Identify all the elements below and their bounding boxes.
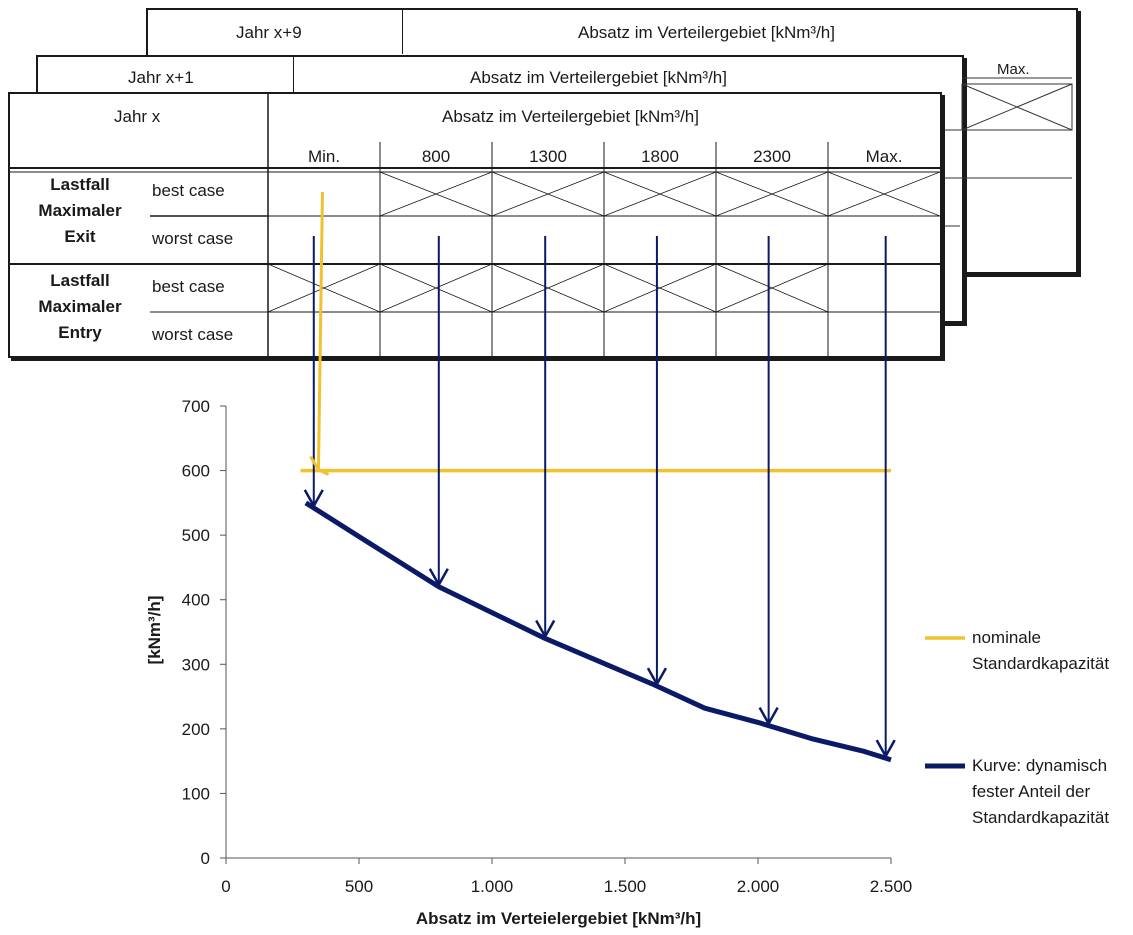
cross-mark [603, 171, 717, 217]
cross-mark [715, 171, 829, 217]
legend-label: Standardkapazität [972, 808, 1109, 827]
load-case-label: Maximaler [38, 297, 122, 316]
arrow-head [875, 739, 896, 759]
column-header: Min. [307, 147, 341, 166]
load-case-label: Lastfall [50, 271, 110, 290]
y-tick-label: 600 [182, 462, 210, 481]
divider [293, 57, 294, 97]
legend-label: nominale [972, 628, 1041, 647]
cross-mark [267, 263, 381, 313]
y-tick-label: 200 [182, 720, 210, 739]
x-tick-label: 1.500 [604, 877, 647, 896]
y-tick-label: 700 [182, 397, 210, 416]
yellow-arrow-line [316, 191, 324, 469]
cross-mark [491, 263, 605, 313]
cross-mark [379, 171, 493, 217]
y-tick-label: 100 [182, 784, 210, 803]
load-case-label: Lastfall [50, 175, 110, 194]
header-label-x1: Absatz im Verteilergebiet [kNm³/h] [470, 68, 727, 87]
cross-mark [379, 263, 493, 313]
x-tick-label: 2.000 [737, 877, 780, 896]
column-header: 1300 [529, 147, 567, 166]
column-header: Max. [865, 147, 903, 166]
y-axis-label: [kNm³/h] [145, 596, 164, 665]
case-label: worst case [152, 229, 234, 248]
legend-label: Kurve: dynamisch [972, 756, 1107, 775]
header-label-x: Absatz im Verteilergebiet [kNm³/h] [442, 107, 699, 126]
year-label-x: Jahr x [114, 107, 161, 126]
cross-mark [715, 263, 829, 313]
x-tick-label: 500 [345, 877, 373, 896]
table-sheet-year-x: Jahr x Absatz im Verteilergebiet [kNm³/h… [8, 92, 942, 358]
arrow-head [758, 707, 779, 727]
arrow-head [428, 568, 449, 588]
column-header: 2300 [753, 147, 791, 166]
divider [402, 10, 403, 54]
column-header: 800 [421, 147, 451, 166]
arrow-head [646, 667, 668, 687]
y-tick-label: 0 [201, 849, 210, 868]
year-label-x9: Jahr x+9 [236, 23, 302, 42]
front-table-grid [10, 94, 940, 356]
cross-mark [491, 171, 605, 217]
y-tick-label: 400 [182, 591, 210, 610]
series-line-kurve [304, 500, 892, 763]
x-tick-label: 1.000 [471, 877, 514, 896]
legend-label: fester Anteil der [972, 782, 1090, 801]
case-label: best case [152, 181, 225, 200]
arrow-head [303, 489, 324, 509]
load-case-label: Maximaler [38, 201, 122, 220]
column-header: 1800 [641, 147, 679, 166]
x-tick-label: 0 [221, 877, 230, 896]
year-label-x1: Jahr x+1 [128, 68, 194, 87]
load-case-label: Entry [58, 323, 102, 342]
max-label-back: Max. [997, 61, 1030, 78]
case-label: worst case [152, 325, 234, 344]
cross-mark [603, 263, 717, 313]
arrow-head [535, 619, 556, 640]
legend-label: Standardkapazität [972, 654, 1109, 673]
x-axis-label: Absatz im Verteielergebiet [kNm³/h] [416, 909, 701, 928]
case-label: best case [152, 277, 225, 296]
x-tick-label: 2.500 [870, 877, 913, 896]
yellow-arrow-head [309, 455, 330, 476]
cross-mark [827, 171, 940, 217]
load-case-label: Exit [64, 227, 96, 246]
y-tick-label: 300 [182, 655, 210, 674]
y-tick-label: 500 [182, 526, 210, 545]
header-label-x9: Absatz im Verteilergebiet [kNm³/h] [578, 23, 835, 42]
